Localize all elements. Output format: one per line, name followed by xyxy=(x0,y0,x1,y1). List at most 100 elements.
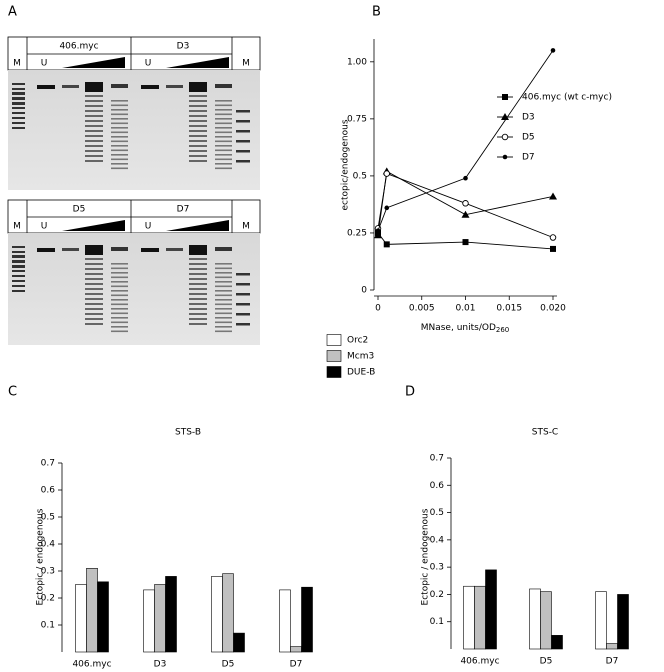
band xyxy=(85,130,103,132)
band xyxy=(85,293,103,295)
band xyxy=(166,85,183,88)
band xyxy=(215,267,232,270)
band xyxy=(111,267,128,270)
bar xyxy=(540,591,552,650)
band xyxy=(85,298,103,300)
lane-label: U xyxy=(145,222,152,232)
band xyxy=(12,275,25,277)
band xyxy=(12,255,25,257)
legend-swatch xyxy=(326,350,342,362)
band xyxy=(85,82,103,92)
band xyxy=(215,312,232,315)
band xyxy=(111,285,128,288)
band xyxy=(111,299,128,301)
bar xyxy=(279,589,291,653)
y-tick-label: 0.2 xyxy=(41,594,55,604)
band xyxy=(12,107,25,109)
marker xyxy=(374,231,382,239)
band xyxy=(12,122,25,124)
band xyxy=(85,303,103,305)
band xyxy=(85,308,103,310)
bar xyxy=(290,646,302,653)
y-tick-label: 0.2 xyxy=(430,590,444,600)
panel-label: C xyxy=(8,385,17,400)
band xyxy=(236,160,250,163)
x-axis-label: MNase, units/OD260 xyxy=(421,323,510,335)
band xyxy=(85,100,103,102)
panel-label: A xyxy=(8,5,17,20)
band xyxy=(189,278,207,280)
band xyxy=(85,150,103,152)
bar xyxy=(617,594,629,650)
band xyxy=(215,272,232,274)
bar xyxy=(485,569,497,650)
wedge xyxy=(166,57,229,68)
band xyxy=(111,321,128,324)
band xyxy=(111,263,128,265)
band xyxy=(189,258,207,260)
band xyxy=(189,145,207,147)
band xyxy=(12,260,25,262)
band xyxy=(189,135,207,137)
band xyxy=(189,125,207,127)
band xyxy=(111,308,128,310)
bar xyxy=(211,576,223,653)
panel-label: B xyxy=(372,5,381,20)
band xyxy=(215,100,232,102)
band xyxy=(215,136,232,138)
gel-image xyxy=(8,70,260,190)
x-tick-label: 406.myc xyxy=(72,660,111,670)
band xyxy=(85,155,103,157)
band xyxy=(111,131,128,134)
band xyxy=(189,263,207,265)
band xyxy=(12,83,25,85)
band xyxy=(215,330,232,333)
band xyxy=(85,268,103,270)
band xyxy=(189,283,207,285)
x-axis-label-text: MNase, units/OD xyxy=(421,323,496,333)
wedge xyxy=(166,220,229,231)
y-axis-label: ectopic/endogenous xyxy=(341,119,351,210)
chart-title: STS-C xyxy=(532,428,558,438)
band xyxy=(111,122,128,125)
band xyxy=(215,285,232,288)
x-tick-label: 0.005 xyxy=(409,304,435,314)
band xyxy=(215,154,232,156)
band xyxy=(111,330,128,333)
band xyxy=(85,258,103,260)
legend-label: 406.myc (wt c-myc) xyxy=(522,93,612,103)
wedge xyxy=(62,220,125,231)
band xyxy=(236,313,250,316)
sample-label: D5 xyxy=(73,205,86,215)
bar xyxy=(97,581,109,653)
band xyxy=(215,131,232,134)
band xyxy=(85,105,103,107)
legend-label: D7 xyxy=(522,153,535,163)
legend-label: D3 xyxy=(522,113,535,123)
band xyxy=(12,127,25,129)
band xyxy=(111,100,128,102)
band xyxy=(189,110,207,112)
x-tick-label: 406.myc xyxy=(460,657,499,667)
band xyxy=(85,273,103,275)
lane-label: U xyxy=(41,222,48,232)
y-tick-label: 0.6 xyxy=(41,486,56,496)
band xyxy=(111,145,128,147)
band xyxy=(189,298,207,300)
y-tick-label: 0.5 xyxy=(430,508,444,518)
band xyxy=(12,97,25,99)
y-tick-label: 0.25 xyxy=(347,228,367,238)
lane-label: M xyxy=(13,59,21,69)
band xyxy=(111,276,128,279)
y-tick-label: 0.7 xyxy=(41,459,55,469)
band xyxy=(189,268,207,270)
band xyxy=(189,105,207,107)
marker xyxy=(383,170,391,177)
x-tick-label: D3 xyxy=(154,660,167,670)
band xyxy=(215,290,232,292)
band xyxy=(12,92,25,94)
band xyxy=(215,167,232,170)
band xyxy=(236,303,250,306)
band xyxy=(12,290,25,292)
band xyxy=(12,270,25,272)
